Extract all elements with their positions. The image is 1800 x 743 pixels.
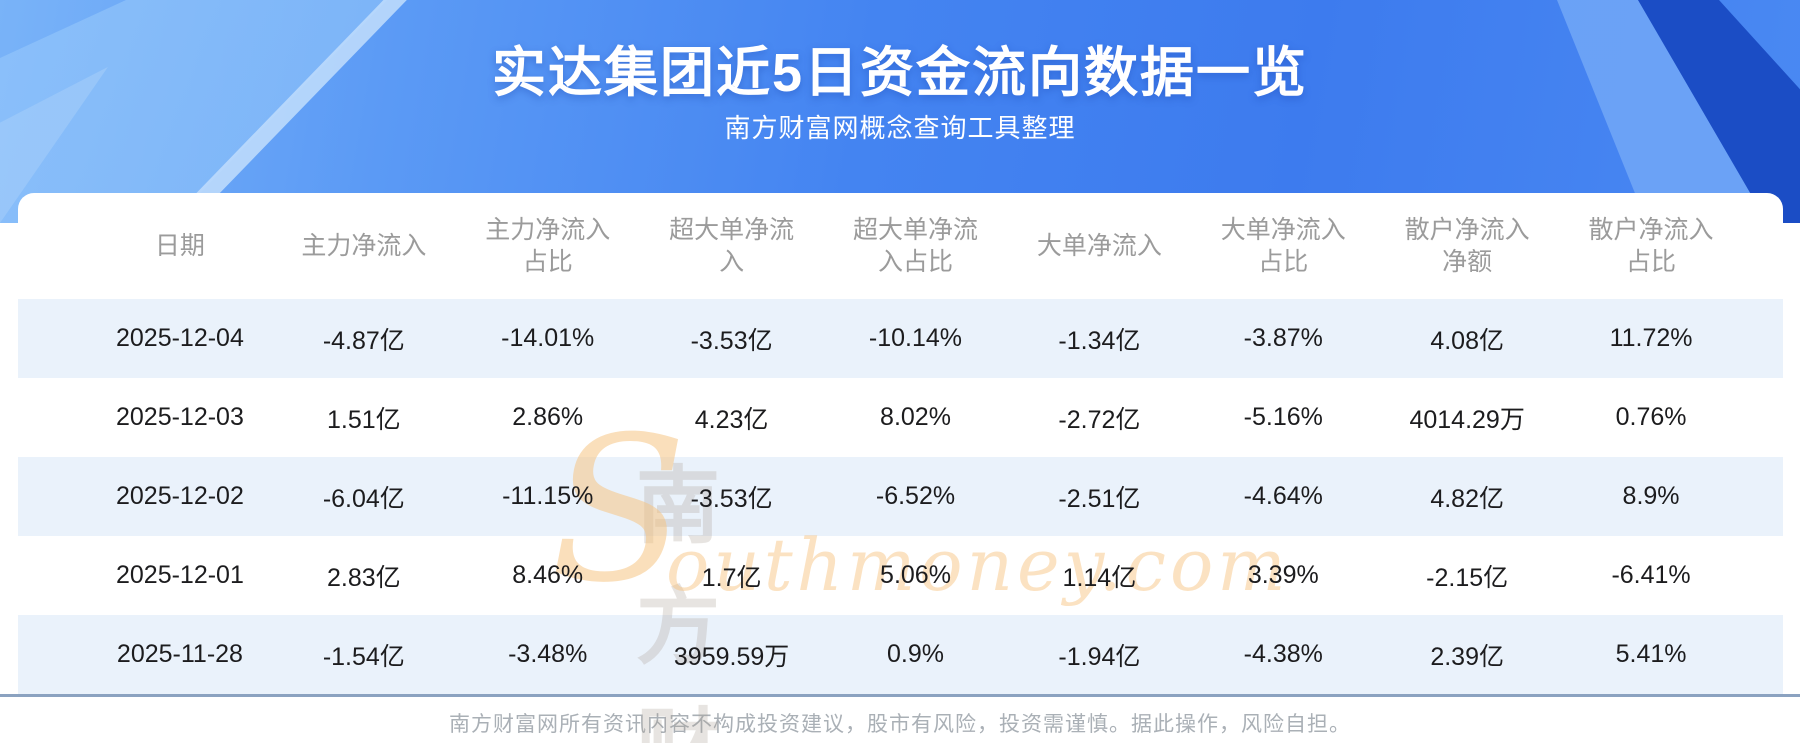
table-cell: -5.16% [1243,403,1323,431]
table-cell: -2.15亿 [1426,563,1509,592]
page-title: 实达集团近5日资金流向数据一览 [491,43,1309,103]
table-cell: -14.01% [501,324,595,352]
table-row: 2025-12-01 2.83亿 8.46% 1.7亿 5.06% 1.14亿 … [18,536,1783,615]
table-cell: -4.87亿 [322,326,405,355]
table-cell: -6.41% [1611,561,1691,589]
table-cell: 8.9% [1622,482,1680,510]
table-cell: 8.46% [512,561,584,589]
table-row: 2025-12-02 -6.04亿 -11.15% -3.53亿 -6.52% … [18,457,1783,536]
table-cell: 4.82亿 [1430,484,1504,513]
table-cell: -1.94亿 [1058,642,1141,671]
table-header-row: 日期 主力净流入 主力净流入 占比 超大单净流 入 超大单净流 入占比 大单净流… [18,193,1783,299]
column-header-xl-order-net-inflow: 超大单净流 入 [669,215,795,277]
table-cell: -1.54亿 [322,642,405,671]
table-cell: 8.02% [880,403,951,431]
table-bottom-divider [0,694,1800,697]
table-cell: 2.39亿 [1430,642,1504,671]
table-cell: -11.15% [502,482,594,510]
date-cell: 2025-12-02 [115,482,244,510]
table-cell: 1.51亿 [326,405,401,434]
column-header-main-net-inflow: 主力净流入 [301,231,427,260]
table-cell: 3.39% [1247,561,1319,589]
table-cell: 4.08亿 [1430,326,1504,355]
table-row: 2025-12-04 -4.87亿 -14.01% -3.53亿 -10.14%… [18,299,1783,378]
page-subtitle: 南方财富网概念查询工具整理 [724,113,1076,143]
date-cell: 2025-11-28 [116,640,243,668]
table-cell: -2.72亿 [1058,405,1141,434]
table-cell: -1.34亿 [1058,326,1141,355]
table-cell: 4.23亿 [694,405,769,434]
hero-banner: 实达集团近5日资金流向数据一览 南方财富网概念查询工具整理 [0,0,1800,223]
table-cell: 0.76% [1615,403,1687,431]
table-cell: 0.9% [887,640,944,668]
column-header-main-net-inflow-ratio: 主力净流入 占比 [485,215,611,277]
column-header-large-order-net-inflow-ratio: 大单净流入 占比 [1220,215,1346,277]
table-cell: -10.14% [868,324,963,352]
column-header-date: 日期 [154,231,205,260]
column-header-large-order-net-inflow: 大单净流入 [1036,231,1162,260]
table-cell: 2.83亿 [326,563,401,592]
table-cell: -3.53亿 [690,484,773,513]
table-cell: 4014.29万 [1409,405,1525,434]
table-cell: 1.7亿 [701,563,762,592]
table-cell: -4.64% [1243,482,1323,510]
table-cell: 2.86% [512,403,584,431]
footer-disclaimer: 南方财富网所有资讯内容不构成投资建议，股市有风险，投资需谨慎。据此操作，风险自担… [449,713,1351,736]
table-row: 2025-12-03 1.51亿 2.86% 4.23亿 8.02% -2.72… [18,378,1783,457]
table-cell: 11.72% [1609,324,1693,352]
table-cell: -6.52% [875,482,956,510]
fund-flow-table-card: 南方财富网 S outhmoney.com 日期 主力净流入 主力净流入 占比 … [18,193,1783,743]
table-cell: 3959.59万 [673,642,790,671]
table-cell: -4.38% [1243,640,1323,668]
table-row: 2025-11-28 -1.54亿 -3.48% 3959.59万 0.9% -… [18,615,1783,694]
table-cell: 5.41% [1615,640,1687,668]
table-cell: -3.53亿 [690,326,773,355]
table-cell: -6.04亿 [322,484,405,513]
date-cell: 2025-12-03 [115,403,244,431]
table-cell: -3.87% [1243,324,1323,352]
table-cell: 1.14亿 [1062,563,1137,592]
date-cell: 2025-12-04 [115,324,244,352]
date-cell: 2025-12-01 [115,561,244,589]
column-header-xl-order-net-inflow-ratio: 超大单净流 入占比 [852,215,978,277]
table-cell: -3.48% [508,640,588,668]
column-header-retail-net-inflow: 散户净流入 净额 [1404,215,1530,277]
table-cell: 5.06% [880,561,951,589]
column-header-retail-net-inflow-ratio: 散户净流入 占比 [1588,215,1714,277]
table-cell: -2.51亿 [1058,484,1141,513]
